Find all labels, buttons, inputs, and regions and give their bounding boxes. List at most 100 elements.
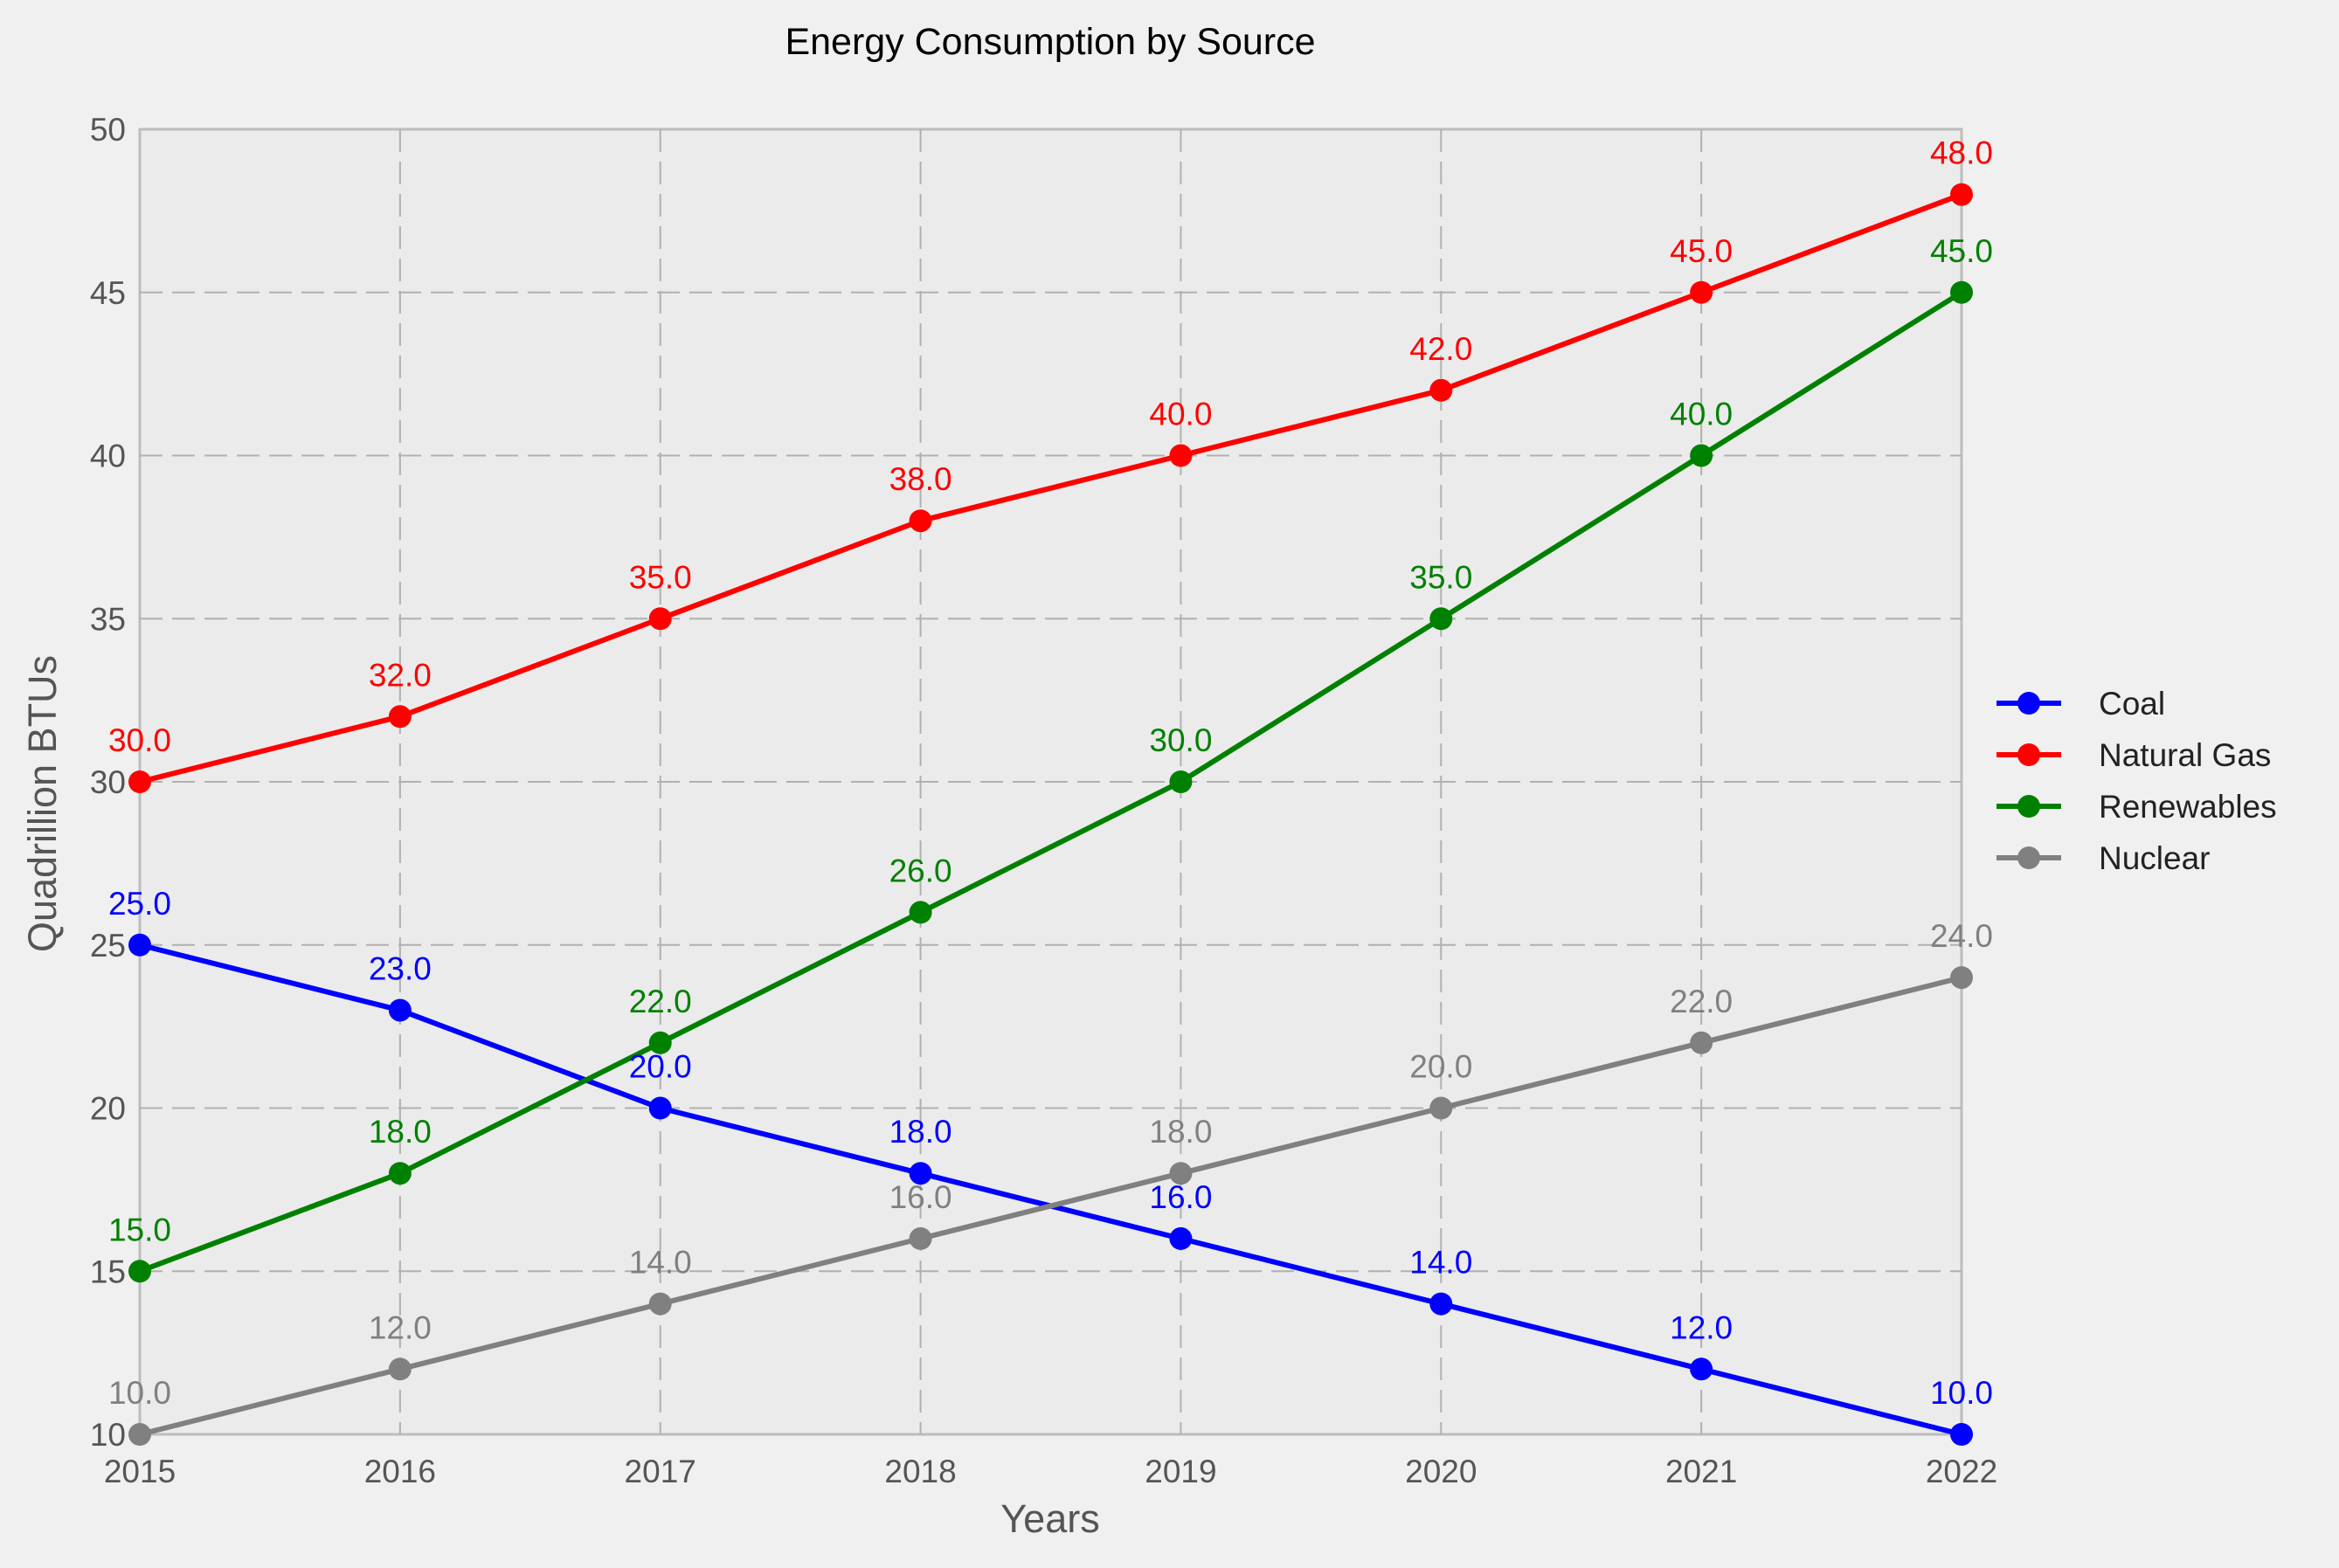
renewables-data-label: 15.0 xyxy=(108,1212,171,1247)
y-tick-label: 35 xyxy=(90,601,126,637)
grid xyxy=(140,129,1962,1434)
legend-label-natural-gas: Natural Gas xyxy=(2099,737,2271,773)
natural-gas-data-label: 35.0 xyxy=(629,559,692,595)
natural-gas-data-label: 40.0 xyxy=(1149,397,1212,432)
nuclear-point xyxy=(128,1423,151,1446)
nuclear-data-label: 14.0 xyxy=(629,1245,692,1281)
nuclear-point xyxy=(648,1292,672,1316)
x-tick-label: 2021 xyxy=(1665,1454,1737,1489)
x-axis-label: Years xyxy=(1000,1496,1099,1541)
renewables-line xyxy=(138,290,1963,1274)
coal-data-label: 23.0 xyxy=(369,950,432,986)
nuclear-data-label: 10.0 xyxy=(108,1375,171,1411)
y-tick-label: 40 xyxy=(90,439,126,474)
series xyxy=(128,183,1973,1446)
data-labels: 25.0 23.0 20.0 18.0 16.0 14.0 12.0 10.0 30.0 32.0… xyxy=(108,135,1993,1411)
renewables-data-label: 30.0 xyxy=(1149,722,1212,758)
legend-marker-natural-gas xyxy=(2017,743,2040,766)
natural-gas-point xyxy=(388,705,412,729)
y-tick-label: 25 xyxy=(90,928,126,964)
y-axis-ticks: 10 15 20 25 30 35 40 45 50 xyxy=(90,112,126,1453)
coal-point xyxy=(648,1096,672,1120)
nuclear-line xyxy=(139,975,1962,1437)
coal-point xyxy=(1950,1423,1973,1446)
renewables-data-label: 35.0 xyxy=(1409,559,1472,595)
coal-data-label: 20.0 xyxy=(629,1049,692,1085)
legend-item-nuclear: Nuclear xyxy=(1996,840,2211,876)
natural-gas-data-label: 45.0 xyxy=(1670,233,1733,269)
renewables-point xyxy=(388,1162,412,1185)
x-tick-label: 2022 xyxy=(1926,1454,1997,1489)
natural-gas-data-label: 48.0 xyxy=(1930,135,1993,171)
renewables-data-label: 45.0 xyxy=(1930,233,1993,269)
coal-data-label: 25.0 xyxy=(108,886,171,922)
legend-item-renewables: Renewables xyxy=(1996,789,2277,825)
x-tick-label: 2017 xyxy=(625,1454,696,1489)
renewables-point xyxy=(1690,444,1713,467)
renewables-data-label: 18.0 xyxy=(369,1114,432,1150)
natural-gas-data-label: 38.0 xyxy=(889,461,952,497)
coal-data-label: 18.0 xyxy=(889,1114,952,1150)
renewables-point xyxy=(128,1260,151,1283)
series-nuclear xyxy=(128,966,1973,1446)
natural-gas-point xyxy=(909,509,932,533)
x-tick-label: 2020 xyxy=(1405,1454,1477,1489)
series-natural-gas xyxy=(128,183,1973,793)
y-axis-label: Quadrillion BTUs xyxy=(20,655,65,952)
renewables-point xyxy=(1950,280,1973,304)
nuclear-data-label: 22.0 xyxy=(1670,984,1733,1019)
renewables-data-label: 40.0 xyxy=(1670,397,1733,432)
nuclear-data-label: 18.0 xyxy=(1149,1114,1212,1150)
y-tick-label: 20 xyxy=(90,1091,126,1127)
natural-gas-data-label: 42.0 xyxy=(1409,331,1472,367)
natural-gas-data-label: 32.0 xyxy=(369,657,432,693)
natural-gas-point xyxy=(1690,280,1713,304)
legend: Coal Natural Gas Renewables Nuclear xyxy=(1996,686,2277,876)
coal-data-label: 14.0 xyxy=(1409,1245,1472,1281)
coal-point xyxy=(1429,1292,1453,1316)
natural-gas-point xyxy=(1429,378,1453,402)
natural-gas-point xyxy=(1950,183,1973,206)
legend-label-coal: Coal xyxy=(2099,686,2165,722)
nuclear-point xyxy=(1429,1096,1453,1120)
legend-item-natural-gas: Natural Gas xyxy=(1996,737,2271,773)
series-renewables xyxy=(128,280,1973,1283)
y-tick-label: 45 xyxy=(90,275,126,311)
renewables-data-label: 22.0 xyxy=(629,984,692,1019)
x-tick-label: 2016 xyxy=(364,1454,436,1489)
nuclear-point xyxy=(388,1357,412,1381)
coal-data-label: 10.0 xyxy=(1930,1375,1993,1411)
renewables-point xyxy=(1429,607,1453,631)
coal-data-label: 12.0 xyxy=(1670,1309,1733,1345)
nuclear-point xyxy=(1950,966,1973,990)
coal-point xyxy=(909,1162,932,1185)
renewables-point xyxy=(648,1031,672,1054)
legend-label-renewables: Renewables xyxy=(2099,789,2277,825)
nuclear-data-label: 20.0 xyxy=(1409,1049,1472,1085)
coal-point xyxy=(1690,1357,1713,1381)
renewables-point xyxy=(1169,770,1193,793)
nuclear-point xyxy=(909,1226,932,1250)
nuclear-data-label: 24.0 xyxy=(1930,918,1993,954)
legend-marker-nuclear xyxy=(2017,846,2040,869)
x-tick-label: 2019 xyxy=(1145,1454,1216,1489)
natural-gas-line xyxy=(139,191,1963,784)
x-tick-label: 2015 xyxy=(104,1454,176,1489)
natural-gas-data-label: 30.0 xyxy=(108,722,171,758)
coal-point xyxy=(388,998,412,1022)
nuclear-point xyxy=(1169,1162,1193,1185)
renewables-data-label: 26.0 xyxy=(889,853,952,888)
x-tick-label: 2018 xyxy=(884,1454,956,1489)
natural-gas-point xyxy=(1169,444,1193,467)
nuclear-data-label: 12.0 xyxy=(369,1309,432,1345)
nuclear-data-label: 16.0 xyxy=(889,1179,952,1215)
renewables-point xyxy=(909,901,932,924)
nuclear-point xyxy=(1690,1031,1713,1054)
x-axis-ticks: 2015 2016 2017 2018 2019 2020 2021 2022 xyxy=(104,1454,1997,1489)
coal-data-label: 16.0 xyxy=(1149,1179,1212,1215)
y-tick-label: 15 xyxy=(90,1254,126,1289)
y-tick-label: 30 xyxy=(90,764,126,800)
coal-point xyxy=(128,933,151,957)
y-tick-label: 10 xyxy=(90,1417,126,1453)
